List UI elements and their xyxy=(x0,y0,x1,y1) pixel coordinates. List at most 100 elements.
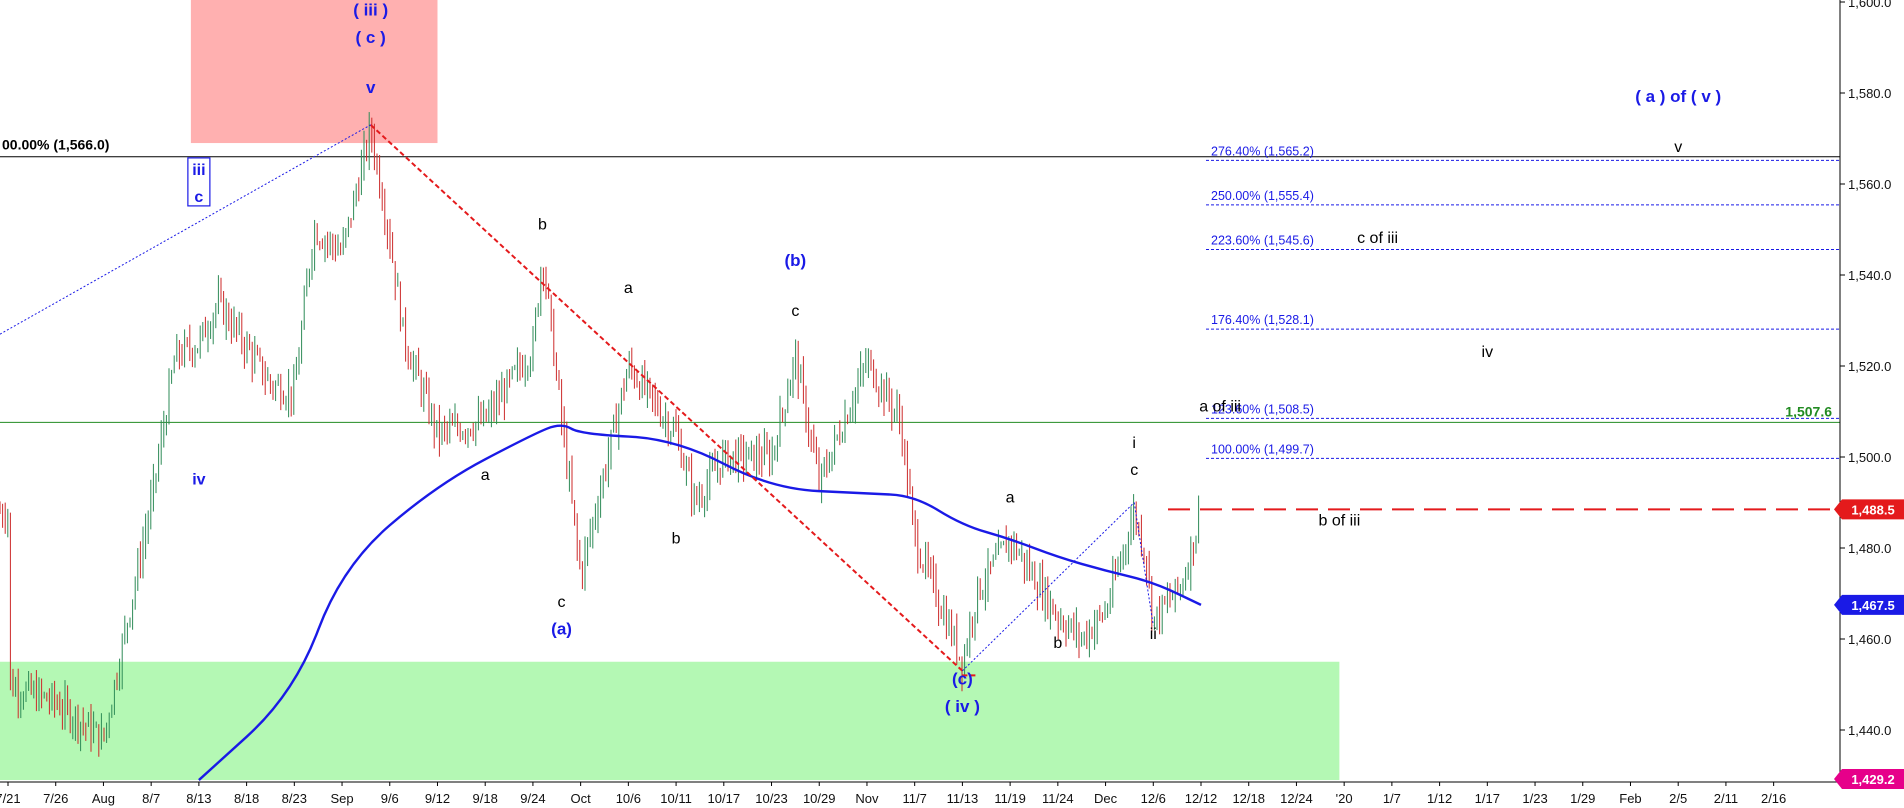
x-tick-label-8: 9/6 xyxy=(381,791,399,806)
x-tick-label-33: 1/29 xyxy=(1570,791,1595,806)
value-label-text-2: 1,429.2 xyxy=(1851,772,1894,787)
value-label-0: 1,488.5 xyxy=(1834,499,1904,520)
y-tick-label-1: 1,460.0 xyxy=(1848,632,1891,647)
x-tick-label-20: 11/13 xyxy=(947,791,979,806)
y-tick-label-8: 1,600.0 xyxy=(1848,0,1891,10)
y-tick-label-6: 1,560.0 xyxy=(1848,177,1891,192)
annotation-0: ( iii ) xyxy=(353,1,388,20)
hline-label-1: 1,507.6 xyxy=(1785,403,1832,419)
annotation-14: a xyxy=(1006,490,1015,507)
y-axis: 1,440.0 1,460.0 1,480.0 1,500.0 1,520.0 1,540… xyxy=(1839,0,1891,782)
x-tick-label-27: 12/24 xyxy=(1280,791,1313,806)
fib-label-2: 223.60% (1,545.6) xyxy=(1211,234,1314,248)
trend-line-0 xyxy=(369,124,964,672)
annotation-17: ( iv ) xyxy=(945,697,980,716)
trend-line-3 xyxy=(962,502,1135,672)
x-tick-label-1: 7/26 xyxy=(43,791,68,806)
x-tick-label-15: 10/17 xyxy=(708,791,741,806)
x-tick-label-22: 11/24 xyxy=(1042,791,1074,806)
x-tick-label-24: 12/6 xyxy=(1141,791,1166,806)
annotation-5: iv xyxy=(192,471,205,488)
x-tick-label-29: 1/7 xyxy=(1383,791,1401,806)
annotation-box-3 xyxy=(187,157,211,207)
annotation-26: v xyxy=(1674,139,1682,156)
x-tick-label-17: 10/29 xyxy=(803,791,836,806)
x-tick-label-0: 7/21 xyxy=(0,791,21,806)
annotation-3: iii xyxy=(192,162,205,179)
y-tick-label-4: 1,520.0 xyxy=(1848,359,1891,374)
x-tick-label-10: 9/18 xyxy=(473,791,498,806)
annotation-25: ( a ) of ( v ) xyxy=(1635,87,1721,106)
annotation-2: v xyxy=(366,78,376,97)
trend-line-2 xyxy=(0,124,371,335)
value-label-box-1 xyxy=(1834,594,1904,615)
annotation-9: c xyxy=(558,594,566,611)
x-tick-label-35: 2/5 xyxy=(1669,791,1687,806)
fib-label-4: 123.60% (1,508.5) xyxy=(1211,402,1314,416)
annotation-7: a xyxy=(481,467,490,484)
x-tick-label-9: 9/12 xyxy=(425,791,450,806)
zones xyxy=(0,0,1340,781)
annotation-12: (b) xyxy=(785,251,807,270)
annotation-10: (a) xyxy=(551,619,572,638)
x-tick-label-21: 11/19 xyxy=(994,791,1026,806)
x-tick-label-37: 2/16 xyxy=(1761,791,1786,806)
y-tick-label-7: 1,580.0 xyxy=(1848,86,1891,101)
x-tick-label-36: 2/11 xyxy=(1714,791,1738,806)
x-tick-label-25: 12/12 xyxy=(1185,791,1218,806)
price-bars xyxy=(0,112,1200,757)
y-tick-label-3: 1,500.0 xyxy=(1848,450,1891,465)
annotation-24: iv xyxy=(1482,344,1494,361)
x-tick-label-30: 1/12 xyxy=(1427,791,1452,806)
annotation-8: a xyxy=(624,280,633,297)
x-tick-label-23: Dec xyxy=(1094,791,1118,806)
trend-line-4 xyxy=(1133,502,1154,626)
x-tick-label-28: '20 xyxy=(1336,791,1353,806)
annotation-19: c xyxy=(1130,462,1138,479)
value-label-1: 1,467.5 xyxy=(1834,594,1904,615)
x-tick-label-19: 11/7 xyxy=(903,791,927,806)
value-label-box-2 xyxy=(1834,769,1904,789)
value-label-box-0 xyxy=(1834,499,1904,520)
x-tick-label-2: Aug xyxy=(92,791,115,806)
value-label-2: 1,429.2 xyxy=(1834,769,1904,789)
x-tick-label-26: 12/18 xyxy=(1232,791,1265,806)
x-tick-label-6: 8/23 xyxy=(282,791,307,806)
fibonacci-levels: 276.40% (1,565.2) 250.00% (1,555.4) 223.60… xyxy=(1206,144,1840,459)
annotation-13: c xyxy=(791,303,799,320)
annotation-21: a of iii xyxy=(1199,399,1241,416)
x-tick-label-5: 8/18 xyxy=(234,791,259,806)
fib-label-5: 100.00% (1,499.7) xyxy=(1211,442,1314,456)
annotation-18: i xyxy=(1132,435,1136,452)
trend-lines xyxy=(0,124,1154,677)
value-labels: 1,488.5 1,467.5 1,429.2 xyxy=(1834,499,1904,789)
x-tick-label-31: 1/17 xyxy=(1475,791,1500,806)
x-tick-label-11: 9/24 xyxy=(520,791,545,806)
x-tick-label-16: 10/23 xyxy=(755,791,788,806)
x-tick-label-4: 8/13 xyxy=(186,791,211,806)
annotation-6: b xyxy=(538,217,547,234)
annotation-22: b of iii xyxy=(1318,512,1360,529)
annotation-15: b xyxy=(1053,635,1062,652)
annotation-20: ii xyxy=(1150,626,1157,643)
hline-label-0: 00.00% (1,566.0) xyxy=(2,137,109,153)
value-label-text-0: 1,488.5 xyxy=(1851,502,1894,517)
fib-label-1: 250.00% (1,555.4) xyxy=(1211,189,1314,203)
fib-label-0: 276.40% (1,565.2) xyxy=(1211,144,1314,158)
x-tick-label-13: 10/6 xyxy=(616,791,641,806)
x-tick-label-34: Feb xyxy=(1619,791,1641,806)
x-tick-label-12: Oct xyxy=(571,791,592,806)
fib-label-3: 176.40% (1,528.1) xyxy=(1211,313,1314,327)
x-tick-label-14: 10/11 xyxy=(660,791,692,806)
annotation-23: c of iii xyxy=(1357,230,1398,247)
annotation-16: (c) xyxy=(952,670,973,689)
y-tick-label-2: 1,480.0 xyxy=(1848,541,1891,556)
x-tick-label-18: Nov xyxy=(855,791,879,806)
x-axis: 7/21 7/26 Aug 8/7 8/13 8/18 8/23 Sep 9/6 9/12 9/18… xyxy=(0,781,1840,806)
x-tick-label-7: Sep xyxy=(330,791,353,806)
moving-average-line xyxy=(198,424,1202,781)
y-tick-label-0: 1,440.0 xyxy=(1848,723,1891,738)
horizontal-lines: 00.00% (1,566.0) 1,507.6 xyxy=(0,137,1840,511)
annotation-1: ( c ) xyxy=(356,28,386,47)
